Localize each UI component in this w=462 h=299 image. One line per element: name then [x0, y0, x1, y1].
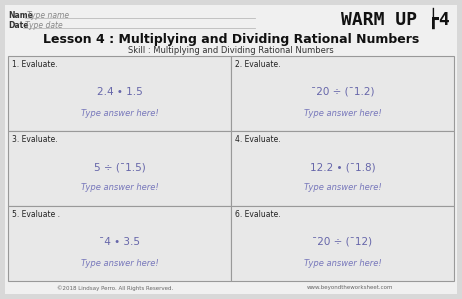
Text: WARM UP ┢4: WARM UP ┢4	[340, 8, 450, 29]
Text: ˉ20 ÷ (ˉ1.2): ˉ20 ÷ (ˉ1.2)	[311, 87, 374, 97]
Text: ˉ4 • 3.5: ˉ4 • 3.5	[99, 237, 140, 247]
Text: 2.4 • 1.5: 2.4 • 1.5	[97, 87, 142, 97]
Text: 1. Evaluate.: 1. Evaluate.	[12, 60, 57, 69]
Text: 5 ÷ (ˉ1.5): 5 ÷ (ˉ1.5)	[94, 162, 146, 172]
Text: 12.2 • (ˉ1.8): 12.2 • (ˉ1.8)	[310, 162, 375, 172]
Bar	[231, 56, 454, 131]
Bar	[8, 206, 231, 281]
Text: 2. Evaluate.: 2. Evaluate.	[235, 60, 280, 69]
Text: Type answer here!: Type answer here!	[81, 109, 158, 118]
Text: Skill : Multiplying and Dividing Rational Numbers: Skill : Multiplying and Dividing Rationa…	[128, 46, 334, 55]
Text: Type name: Type name	[27, 11, 69, 20]
Text: ˉ20 ÷ (ˉ12): ˉ20 ÷ (ˉ12)	[312, 237, 372, 247]
Bar	[231, 206, 454, 281]
Text: Name: Name	[8, 11, 33, 20]
Text: Type date: Type date	[25, 21, 63, 30]
Text: 6. Evaluate.: 6. Evaluate.	[235, 210, 280, 219]
Text: Type answer here!: Type answer here!	[81, 184, 158, 193]
Bar	[231, 131, 454, 206]
Bar	[8, 56, 231, 131]
Text: ©2018 Lindsay Perro. All Rights Reserved.: ©2018 Lindsay Perro. All Rights Reserved…	[57, 285, 173, 291]
Text: www.beyondtheworksheet.com: www.beyondtheworksheet.com	[307, 285, 393, 290]
Bar	[8, 131, 231, 206]
Text: Type answer here!: Type answer here!	[304, 109, 381, 118]
Text: Lesson 4 : Multiplying and Dividing Rational Numbers: Lesson 4 : Multiplying and Dividing Rati…	[43, 33, 419, 46]
Text: 4. Evaluate.: 4. Evaluate.	[235, 135, 280, 144]
Text: Type answer here!: Type answer here!	[304, 184, 381, 193]
Text: Type answer here!: Type answer here!	[81, 259, 158, 268]
Text: 3. Evaluate.: 3. Evaluate.	[12, 135, 58, 144]
Text: 5. Evaluate .: 5. Evaluate .	[12, 210, 60, 219]
Text: Type answer here!: Type answer here!	[304, 259, 381, 268]
Text: Date: Date	[8, 21, 29, 30]
